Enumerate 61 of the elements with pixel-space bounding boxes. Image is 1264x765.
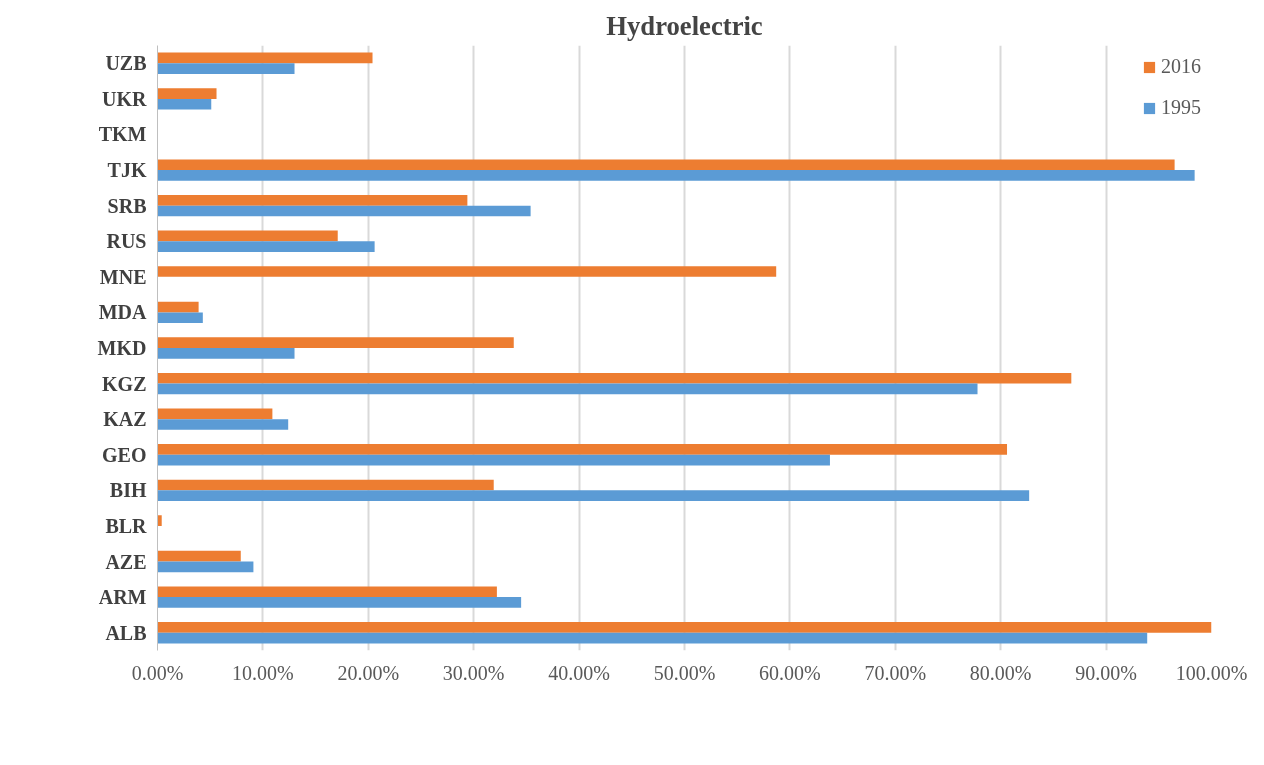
- bar: [157, 479, 494, 491]
- y-tick-label: MKD: [97, 337, 147, 359]
- bar: [157, 372, 1072, 384]
- x-tick-label: 70.00%: [864, 661, 927, 684]
- bar: [157, 419, 289, 430]
- bar: [157, 301, 199, 313]
- y-tick-label: ARM: [98, 586, 147, 609]
- bar: [157, 159, 1175, 171]
- bar: [157, 444, 1008, 455]
- bar: [157, 170, 1195, 181]
- bar: [157, 88, 217, 99]
- y-tick-label: KAZ: [103, 408, 147, 431]
- x-tick-label: 60.00%: [759, 661, 821, 684]
- y-tick-label: SRB: [107, 194, 147, 217]
- y-tick-label: AZE: [105, 550, 147, 573]
- bar: [157, 597, 522, 608]
- y-tick-label: KGZ: [102, 372, 147, 395]
- legend-label: 2016: [1161, 55, 1201, 78]
- y-tick-label: BLR: [105, 514, 148, 537]
- bar: [157, 561, 254, 573]
- x-tick-label: 40.00%: [548, 661, 610, 684]
- bar: [157, 241, 375, 252]
- bar: [157, 383, 978, 395]
- bar: [157, 490, 1030, 502]
- x-tick-label: 80.00%: [969, 661, 1032, 684]
- bar: [157, 586, 497, 598]
- x-tick-label: 90.00%: [1075, 661, 1137, 684]
- x-tick-label: 50.00%: [653, 661, 716, 684]
- x-tick-label: 0.00%: [131, 661, 184, 684]
- y-tick-label: TKM: [98, 123, 147, 146]
- chart-title: Hydroelectric: [606, 10, 763, 41]
- bar: [157, 348, 295, 359]
- bar: [157, 632, 1148, 644]
- y-tick-label: TJK: [107, 159, 147, 182]
- bar: [157, 312, 203, 324]
- bar: [157, 230, 338, 242]
- bar: [157, 408, 273, 420]
- y-tick-label: GEO: [102, 443, 147, 466]
- bar: [157, 515, 162, 526]
- x-tick-label: 10.00%: [232, 661, 294, 684]
- bar: [157, 194, 468, 206]
- x-tick-label: 20.00%: [337, 661, 400, 684]
- bar: [157, 454, 830, 466]
- y-tick-label: UZB: [105, 52, 147, 75]
- y-tick-label: RUS: [106, 230, 147, 253]
- y-tick-label: ALB: [105, 621, 147, 644]
- bar: [157, 337, 514, 348]
- y-tick-label: MNE: [99, 265, 147, 288]
- y-tick-label: UKR: [102, 87, 148, 110]
- legend-label: 1995: [1161, 96, 1201, 119]
- y-tick-label: MDA: [98, 301, 148, 324]
- bar: [157, 98, 212, 110]
- bar: [157, 63, 295, 74]
- x-tick-label: 30.00%: [442, 661, 505, 684]
- bar: [157, 205, 531, 217]
- bar: [157, 550, 241, 562]
- bar: [157, 52, 373, 64]
- bar: [157, 266, 777, 277]
- x-tick-label: 100.00%: [1175, 661, 1248, 684]
- y-tick-label: BIH: [109, 479, 147, 502]
- bar: [157, 622, 1212, 633]
